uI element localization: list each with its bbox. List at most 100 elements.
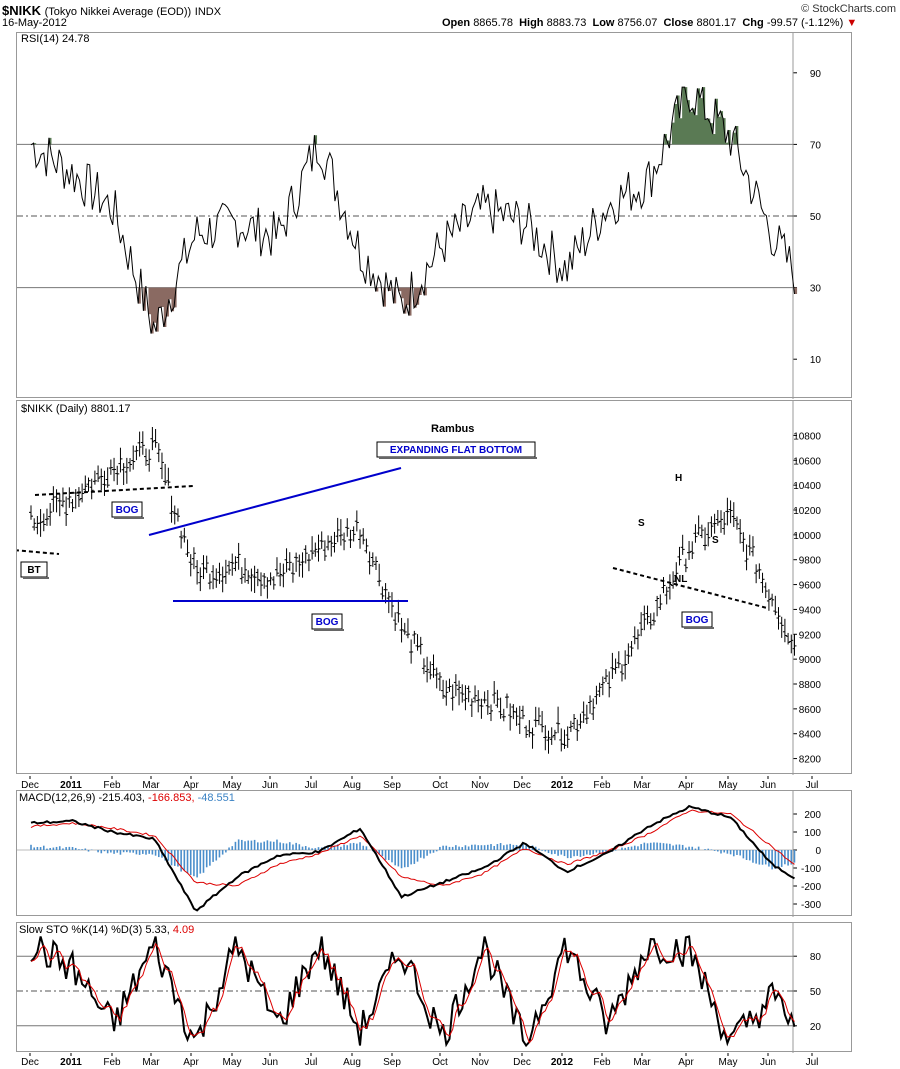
- x-axis-top-label-9: Sep: [383, 780, 401, 790]
- open-value: 8865.78: [473, 17, 513, 29]
- sto-v2: 4.09: [172, 924, 195, 936]
- sto-panel: Slow STO %K(14) %D(3) 5.33, 4.09 20 50 80: [16, 922, 852, 1053]
- x-axis-bottom-label-4: Apr: [183, 1057, 199, 1068]
- macd-chart: -300 -200 -100 0 100 200: [17, 791, 821, 917]
- chg-label: Chg: [742, 17, 764, 29]
- macd-v1: -215.403,: [98, 792, 145, 804]
- x-axis-top-label-3: Mar: [142, 780, 160, 790]
- macd-tick-label-5: 200: [804, 810, 821, 821]
- rsi-tick-label-3: 70: [810, 140, 822, 151]
- chg-value: -99.57 (-1.12%): [766, 17, 844, 29]
- rsi-tick-label-4: 90: [810, 69, 822, 80]
- x-axis-bottom-label-14: Feb: [593, 1057, 611, 1068]
- price-tick-label-7: 9600: [799, 581, 822, 592]
- x-axis-top-label-1: 2011: [60, 780, 82, 790]
- x-axis-bottom-label-18: Jun: [760, 1057, 776, 1068]
- x-axis-bottom-label-6: Jun: [262, 1057, 278, 1068]
- expanding-upper-trendline: [148, 467, 402, 536]
- macd-tick-label-2: -100: [801, 864, 821, 875]
- x-axis-bottom-label-2: Feb: [103, 1057, 121, 1068]
- macd-signal-line: [30, 809, 795, 887]
- price-tick-label-5: 9200: [799, 630, 822, 641]
- macd-v3: -48.551: [197, 792, 235, 804]
- brand: © StockCharts.com: [801, 3, 896, 15]
- x-axis-top-label-17: May: [719, 780, 738, 790]
- sto-d-line: [30, 942, 795, 1044]
- ohlc-readout: Open 8865.78 High 8883.73 Low 8756.07 Cl…: [442, 17, 857, 29]
- rsi-value: 24.78: [61, 33, 90, 45]
- sto-tick-label-0: 20: [810, 1022, 822, 1033]
- sto-title: Slow STO %K(14) %D(3) 5.33, 4.09: [19, 924, 194, 936]
- left-shoulder-label: S: [638, 518, 645, 529]
- expanding-flat-bottom-callout-shadow: [379, 457, 537, 459]
- bt-callout-label: BT: [27, 565, 40, 576]
- x-axis-bottom-label-10: Oct: [432, 1057, 448, 1068]
- bt-line: [17, 549, 60, 555]
- price-title: $NIKK (Daily) 8801.17: [21, 403, 130, 415]
- price-tick-label-9: 10000: [793, 531, 821, 542]
- rsi-panel: RSI(14) 24.78 10 30 50 70 90: [16, 32, 852, 399]
- bog-callout-3-label: BOG: [686, 615, 709, 626]
- x-axis-top-label-18: Jun: [760, 780, 776, 790]
- x-axis-bottom-label-15: Mar: [633, 1057, 651, 1068]
- rsi-tick-label-1: 30: [810, 284, 822, 295]
- low-label: Low: [592, 17, 615, 29]
- x-axis-top-label-5: May: [223, 780, 242, 790]
- sto-k-line: [30, 935, 796, 1048]
- expanding-flat-bottom-callout-label: EXPANDING FLAT BOTTOM: [390, 445, 522, 456]
- rsi-tick-label-2: 50: [810, 212, 822, 223]
- rsi-line: [30, 86, 795, 334]
- price-value: 8801.17: [90, 403, 131, 415]
- x-axis-bottom-label-12: Dec: [513, 1057, 531, 1068]
- price-tick-label-13: 10800: [793, 431, 821, 442]
- sto-tick-label-1: 50: [810, 987, 822, 998]
- date-axis-bottom: Dec 2011 Feb Mar Apr May Jun Jul Aug Sep Oct Nov Dec…: [21, 1053, 818, 1068]
- price-tick-label-4: 9000: [799, 655, 822, 666]
- high-value: 8883.73: [546, 17, 587, 29]
- rsi-overbought-fill: [33, 87, 739, 145]
- x-axis-top-label-0: Dec: [21, 780, 39, 790]
- price-tick-label-8: 9800: [799, 556, 822, 567]
- bog-callout-3-shadow: [684, 627, 714, 629]
- macd-v2: -166.853,: [148, 792, 195, 804]
- macd-title: MACD(12,26,9) -215.403, -166.853, -48.55…: [19, 792, 235, 804]
- price-chart: 8200 8400 8600 8800 9000 9200 9400 9600 9800 1000…: [17, 401, 822, 775]
- sto-chart: 20 50 80: [17, 923, 822, 1053]
- bog-callout-1-label: BOG: [116, 505, 139, 516]
- rsi-chart: 10 30 50 70 90: [17, 33, 822, 399]
- x-axis-bottom-label-8: Aug: [343, 1057, 361, 1068]
- price-tick-label-1: 8400: [799, 730, 822, 741]
- sto-v1: 5.33,: [145, 924, 170, 936]
- bog-callout-2-shadow: [314, 629, 344, 631]
- price-tick-label-10: 10200: [793, 506, 821, 517]
- close-value: 8801.17: [696, 17, 737, 29]
- macd-tick-label-4: 100: [804, 828, 821, 839]
- rambus-title: Rambus: [431, 423, 475, 435]
- hs-neckline: [612, 567, 768, 609]
- bog-callout-1-shadow: [114, 517, 144, 519]
- rsi-tick-label-0: 10: [810, 355, 822, 366]
- price-tick-label-0: 8200: [799, 755, 822, 766]
- close-label: Close: [663, 17, 694, 29]
- high-label: High: [519, 17, 544, 29]
- macd-tick-label-1: -200: [801, 882, 821, 893]
- x-axis-bottom-label-3: Mar: [142, 1057, 160, 1068]
- x-axis-top-label-4: Apr: [183, 780, 199, 790]
- x-axis-bottom-label-0: Dec: [21, 1057, 39, 1068]
- macd-panel: MACD(12,26,9) -215.403, -166.853, -48.55…: [16, 790, 852, 917]
- symbol-name: (Tokyo Nikkei Average (EOD)): [44, 6, 192, 18]
- x-axis-bottom-label-5: May: [223, 1057, 242, 1068]
- price-tick-label-12: 10600: [793, 456, 821, 467]
- down-arrow-icon: ▼: [846, 17, 858, 29]
- x-axis-top-label-19: Jul: [806, 780, 819, 790]
- x-axis-top-label-15: Mar: [633, 780, 651, 790]
- x-axis-bottom-label-17: May: [719, 1057, 738, 1068]
- x-axis-bottom-label-7: Jul: [305, 1057, 318, 1068]
- x-axis-top-label-12: Dec: [513, 780, 531, 790]
- low-value: 8756.07: [617, 17, 658, 29]
- macd-line: [30, 804, 795, 912]
- rsi-label: RSI(14): [21, 33, 59, 45]
- title-line: $NIKK (Tokyo Nikkei Average (EOD)) INDX: [2, 3, 221, 18]
- symbol: $NIKK: [2, 3, 42, 18]
- price-tick-label-2: 8600: [799, 705, 822, 716]
